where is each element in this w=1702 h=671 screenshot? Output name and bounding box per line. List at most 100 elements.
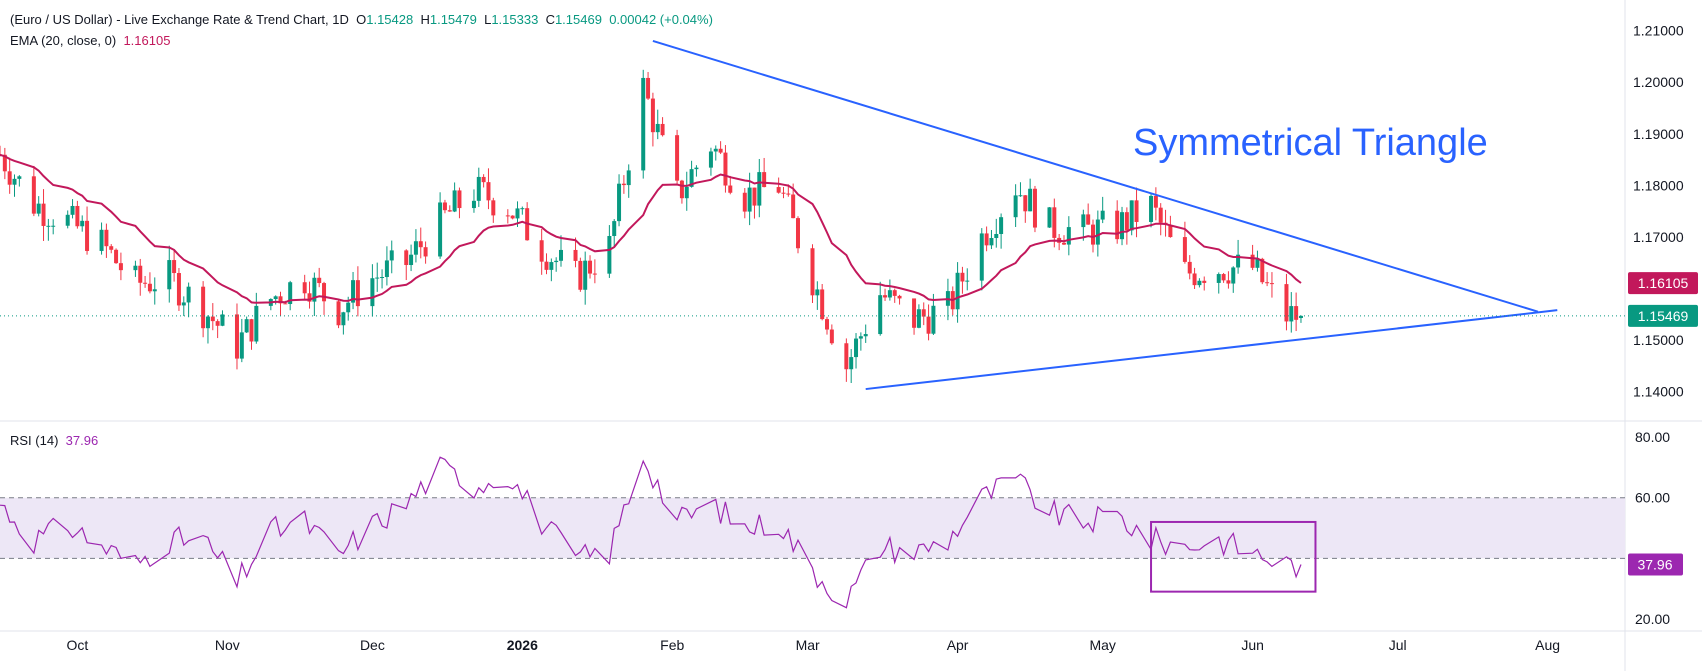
candle-body-90: [607, 236, 612, 274]
candle-body-115: [776, 187, 781, 193]
candle-body-128: [858, 336, 863, 339]
candle-body-9: [51, 225, 56, 227]
candle-body-63: [418, 241, 423, 248]
candle-body-108: [723, 152, 728, 186]
candle-body-187: [1260, 258, 1265, 283]
close-value: 1.15469: [554, 12, 602, 27]
rsi-tick-label-1: 60.00: [1635, 490, 1670, 506]
candle-body-137: [921, 309, 926, 317]
candle-body-74: [491, 200, 496, 216]
candle-body-191: [1289, 306, 1294, 322]
symbol-title: (Euro / US Dollar) - Live Exchange Rate …: [10, 12, 349, 27]
candle-body-10: [65, 214, 70, 226]
candle-body-160: [1081, 214, 1086, 228]
candle-body-116: [781, 192, 786, 194]
candle-body-16: [104, 229, 109, 247]
candle-body-142: [955, 272, 960, 310]
last-price-badge-text: 1.15469: [1638, 308, 1689, 324]
candle-body-55: [370, 278, 375, 307]
candle-body-48: [317, 277, 322, 284]
time-tick-label-4: Feb: [660, 637, 684, 653]
low-value: 1.15333: [491, 12, 539, 27]
candle-body-44: [288, 282, 293, 305]
candle-body-146: [984, 233, 989, 246]
rsi-legend: RSI (14) 37.96: [10, 433, 98, 448]
candle-body-49: [322, 283, 327, 302]
candle-body-190: [1284, 284, 1289, 322]
candle-body-174: [1168, 225, 1173, 238]
price-tick-label-6: 1.15000: [1633, 332, 1684, 348]
candle-body-129: [863, 334, 868, 337]
rsi-tick-label-2: 20.00: [1635, 611, 1670, 627]
rsi-highlight-box: [1150, 520, 1317, 593]
candle-body-175: [1182, 237, 1187, 262]
rsi-band: [0, 497, 1625, 559]
candle-body-4: [17, 176, 22, 179]
candle-body-155: [1047, 207, 1052, 228]
candle-body-34: [220, 314, 225, 326]
candle-body-130: [878, 295, 883, 335]
price-tick-label-4: 1.17000: [1633, 229, 1684, 245]
candle-body-60: [404, 250, 409, 266]
price-tick-label-1: 1.20000: [1633, 74, 1684, 90]
candle-body-109: [728, 185, 733, 193]
candle-body-84: [559, 249, 564, 261]
candle-body-110: [742, 192, 747, 212]
candle-body-29: [186, 286, 191, 303]
candle-body-68: [452, 190, 457, 212]
candle-body-38: [249, 319, 254, 342]
candle-body-12: [75, 205, 80, 227]
candle-body-132: [887, 290, 892, 298]
time-tick-label-6: Apr: [947, 637, 969, 653]
candle-body-13: [80, 220, 85, 227]
candle-body-78: [520, 208, 525, 210]
candle-body-102: [684, 186, 689, 199]
candle-body-92: [617, 183, 622, 222]
candle-body-15: [99, 229, 104, 251]
candle-body-98: [655, 123, 660, 133]
last-price-badge-bg: [1628, 304, 1698, 327]
price-tick-label-3: 1.18000: [1633, 177, 1684, 193]
rsi-badge-text: 37.96: [1637, 556, 1672, 572]
candle-body-120: [810, 248, 815, 296]
candle-body-64: [423, 247, 428, 257]
candle-body-149: [999, 217, 1004, 235]
candle-body-50: [336, 301, 341, 326]
candle-body-24: [152, 289, 157, 292]
rsi-tick-label-0: 80.00: [1635, 429, 1670, 445]
candle-body-42: [278, 296, 283, 304]
price-legend: (Euro / US Dollar) - Live Exchange Rate …: [10, 12, 713, 27]
candle-body-71: [476, 176, 481, 201]
symmetrical-triangle-annotation: Symmetrical Triangle: [1133, 122, 1488, 164]
price-tick-label-0: 1.21000: [1633, 23, 1684, 39]
candle-body-134: [897, 295, 902, 299]
candle-body-88: [588, 260, 593, 274]
candle-body-113: [757, 172, 762, 206]
high-value: 1.15479: [429, 12, 477, 27]
candle-body-26: [172, 260, 177, 274]
candle-body-158: [1061, 242, 1066, 245]
candle-body-21: [138, 265, 143, 283]
ema-price-badge-bg: [1628, 272, 1698, 295]
candle-body-124: [829, 329, 834, 344]
open-value: 1.15428: [366, 12, 414, 27]
candle-body-11: [70, 205, 75, 215]
candle-body-143: [960, 272, 965, 282]
candle-body-91: [612, 221, 617, 237]
candle-body-54: [355, 280, 360, 307]
candle-body-19: [118, 263, 123, 271]
candle-body-119: [795, 218, 800, 249]
candle-body-100: [675, 135, 680, 181]
candle-body-101: [679, 180, 684, 199]
candle-body-80: [539, 240, 544, 262]
candle-body-77: [515, 208, 520, 219]
candle-body-145: [979, 233, 984, 281]
candle-body-189: [1269, 283, 1274, 285]
candle-body-59: [389, 250, 394, 261]
rsi-line: [0, 456, 1302, 609]
candle-body-66: [442, 202, 447, 211]
candle-body-31: [205, 316, 210, 329]
time-tick-label-5: Mar: [796, 637, 820, 653]
